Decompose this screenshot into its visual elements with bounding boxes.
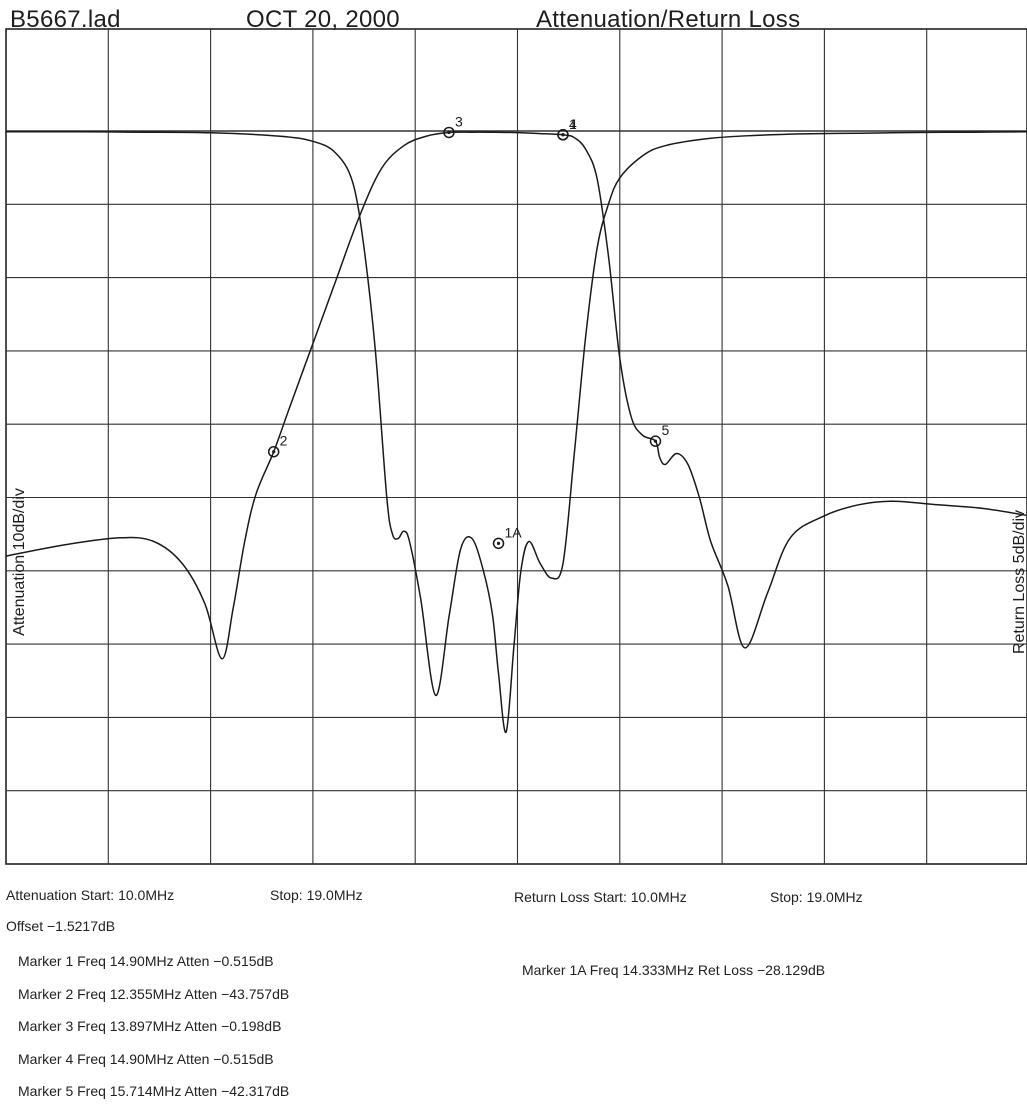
marker-1a: 1A	[492, 524, 523, 550]
markers: 1 2 3 4 5 1A	[267, 113, 669, 550]
marker-4: 4	[557, 116, 577, 141]
marker-dot	[447, 130, 451, 135]
attenuation-start: Attenuation Start: 10.0MHz	[6, 887, 175, 903]
marker-dot	[653, 439, 658, 443]
return-loss-trace	[6, 130, 1027, 733]
marker-5-readout: Marker 5 Freq 15.714MHz Atten −42.317dB	[18, 1083, 290, 1099]
marker-2-readout: Marker 2 Freq 12.355MHz Atten −43.757dB	[18, 986, 290, 1002]
marker-label: 2	[280, 433, 288, 449]
right-axis-label: Return Loss 5dB/div	[1011, 510, 1027, 654]
marker-3-readout: Marker 3 Freq 13.897MHz Atten −0.198dB	[18, 1018, 282, 1034]
marker-dot	[561, 133, 565, 137]
marker-symbol	[557, 129, 569, 141]
marker-label: 4	[569, 116, 577, 132]
marker-label: 5	[661, 422, 669, 438]
traces	[5, 130, 1027, 733]
marker-2: 2	[267, 433, 288, 458]
attenuation-stop: Stop: 19.0MHz	[270, 887, 363, 903]
return-loss-stop: Stop: 19.0MHz	[770, 889, 863, 905]
plot-frame	[5, 28, 1027, 865]
offset-readout: Offset −1.5217dB	[6, 918, 116, 934]
plot-area: 1 2 3 4 5 1A Attenuation 10dB/div Return Loss…	[5, 28, 1027, 865]
marker-3: 3	[443, 113, 463, 139]
left-axis-label: Attenuation 10dB/div	[11, 488, 28, 636]
marker-1-readout: Marker 1 Freq 14.90MHz Atten −0.515dB	[18, 953, 274, 969]
marker-5: 5	[649, 422, 669, 447]
marker-1a-readout: Marker 1A Freq 14.333MHz Ret Loss −28.12…	[522, 962, 826, 978]
marker-dot	[496, 541, 501, 545]
marker-label: 1	[569, 116, 577, 132]
return-loss-start: Return Loss Start: 10.0MHz	[514, 889, 687, 905]
attenuation-trace	[5, 131, 1027, 660]
marker-label: 3	[455, 113, 463, 129]
marker-label: 1A	[505, 524, 523, 540]
marker-symbol	[267, 445, 280, 458]
marker-symbol	[492, 537, 505, 550]
marker-4-readout: Marker 4 Freq 14.90MHz Atten −0.515dB	[18, 1051, 274, 1067]
marker-symbol	[649, 435, 662, 447]
marker-dot	[272, 450, 276, 454]
marker-symbol	[443, 126, 455, 139]
grid	[5, 28, 1027, 865]
